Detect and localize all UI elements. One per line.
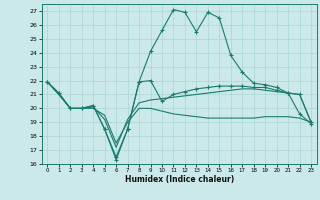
X-axis label: Humidex (Indice chaleur): Humidex (Indice chaleur) <box>124 175 234 184</box>
